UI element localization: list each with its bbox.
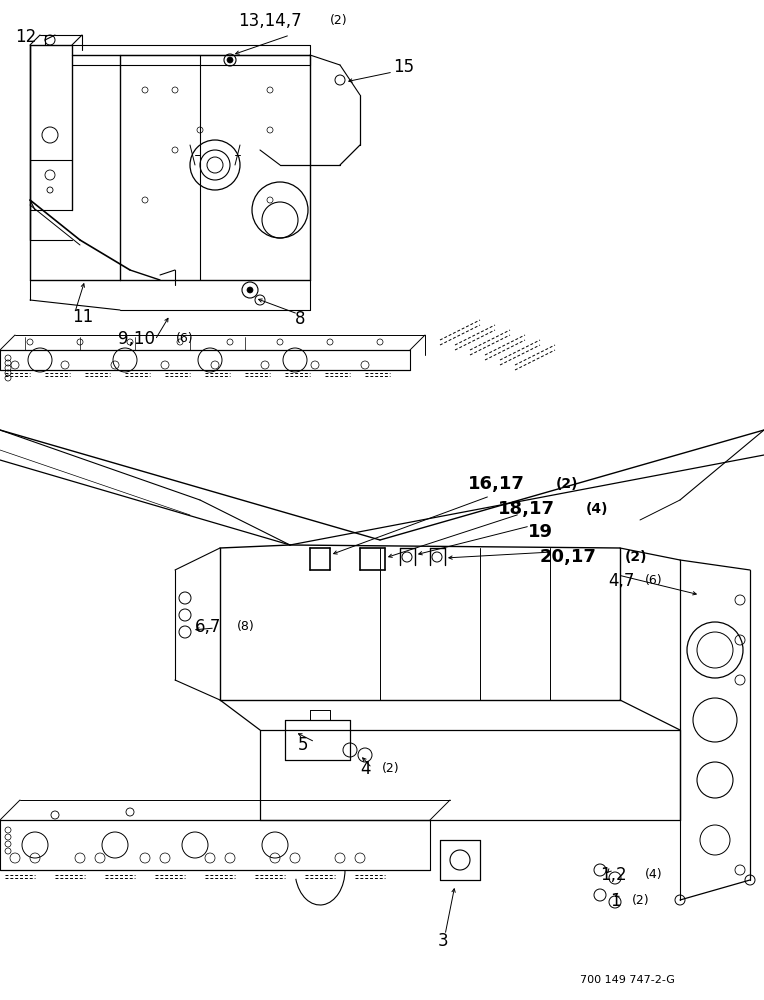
Circle shape (227, 57, 233, 63)
Text: 3: 3 (438, 932, 448, 950)
Text: 20,17: 20,17 (540, 548, 597, 566)
Text: 5: 5 (298, 736, 309, 754)
Text: 15: 15 (393, 58, 414, 76)
Text: 19: 19 (528, 523, 553, 541)
Text: 700 149 747-2-G: 700 149 747-2-G (580, 975, 675, 985)
Text: 12: 12 (15, 28, 36, 46)
Text: 13,14,7: 13,14,7 (238, 12, 302, 30)
Circle shape (247, 287, 253, 293)
Text: 8: 8 (295, 310, 306, 328)
Text: 1,2: 1,2 (600, 866, 626, 884)
Text: 4,7: 4,7 (608, 572, 634, 590)
Text: 9,10: 9,10 (118, 330, 155, 348)
Text: 11: 11 (72, 308, 93, 326)
Text: (6): (6) (176, 332, 193, 345)
Text: (2): (2) (632, 894, 649, 907)
Text: (2): (2) (556, 477, 578, 491)
Text: 6,7: 6,7 (195, 618, 222, 636)
Text: (6): (6) (645, 574, 662, 587)
Text: 1: 1 (610, 892, 620, 910)
Text: 4: 4 (360, 760, 371, 778)
Text: (4): (4) (645, 868, 662, 881)
Text: 18,17: 18,17 (498, 500, 555, 518)
Text: (2): (2) (330, 14, 348, 27)
Text: (8): (8) (237, 620, 254, 633)
Text: (4): (4) (586, 502, 608, 516)
Text: (2): (2) (382, 762, 400, 775)
Text: (2): (2) (625, 550, 648, 564)
Text: 16,17: 16,17 (468, 475, 525, 493)
